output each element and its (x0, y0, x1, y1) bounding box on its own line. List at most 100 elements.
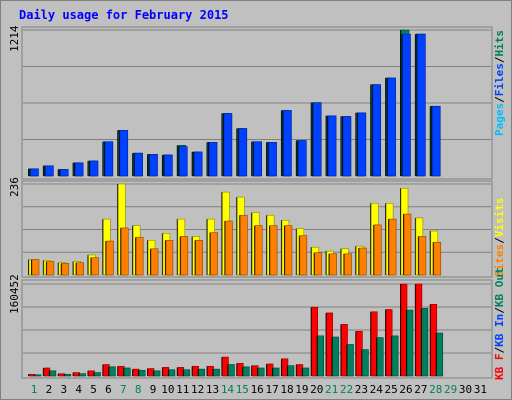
visits-sites-bar (269, 225, 278, 276)
hits-files-bar (312, 102, 322, 177)
x-tick-label: 14 (221, 383, 235, 396)
x-tick-label: 30 (459, 383, 472, 396)
hits-files-bar (357, 112, 367, 177)
kb-kb-out-bar (64, 373, 72, 377)
hits-files-bar (238, 128, 248, 177)
kb-kb-out-bar (257, 367, 265, 377)
x-tick-label: 27 (414, 383, 427, 396)
hits-files-bar (104, 141, 114, 177)
x-tick-label: 3 (60, 383, 67, 396)
x-tick-label: 20 (310, 383, 323, 396)
legend-sep: / (493, 347, 506, 354)
x-tick-label: 2 (46, 383, 53, 396)
hits-legend: Pages/Files/Hits (493, 30, 506, 136)
visits-sites-bar (403, 213, 412, 276)
x-tick-label: 18 (280, 383, 293, 396)
visits-sites-bar (314, 252, 323, 276)
x-tick-label: 23 (355, 383, 368, 396)
kb-kb-out-bar (198, 368, 205, 377)
visits-sites-bar (344, 253, 352, 276)
x-tick-label: 31 (474, 383, 487, 396)
visits-sites-bar (46, 261, 55, 276)
kb-kb-out-bar (332, 336, 339, 377)
legend-kbin: KB In (493, 314, 506, 347)
x-tick-label: 19 (295, 383, 308, 396)
hits-files-bar (59, 169, 69, 177)
x-tick-label: 4 (75, 383, 82, 396)
kb-kb-out-bar (228, 364, 235, 377)
kb-kb-out-bar (302, 367, 310, 377)
x-tick-label: 24 (370, 383, 384, 396)
hits-files-bar (431, 105, 441, 177)
visits-sites-bar (210, 232, 218, 276)
x-tick-label: 17 (265, 383, 278, 396)
visits-sites-bar (91, 257, 99, 276)
hits-files-bar (417, 33, 426, 177)
chart-title: Daily usage for February 2015 (19, 8, 229, 22)
x-tick-label: 28 (429, 383, 442, 396)
hits-files-bar (253, 141, 262, 177)
svg-text:Sites/Visits: Sites/Visits (493, 198, 506, 278)
kb-kb-out-bar (317, 335, 325, 377)
legend-sep: / (493, 237, 506, 244)
visits-sites-bar (61, 263, 70, 276)
x-tick-label: 9 (150, 383, 157, 396)
kb-kb-out-bar (153, 370, 161, 377)
hits-files-bar (283, 110, 292, 177)
visits-sites-bar (225, 220, 233, 276)
visits-sites-bar (284, 225, 293, 276)
visits-sites-bar (254, 225, 263, 276)
x-tick-label: 11 (176, 383, 189, 396)
kb-kb-out-bar (347, 344, 354, 377)
visits-sites-bar (433, 241, 442, 276)
legend-hits: Hits (493, 30, 506, 57)
legend-pages: Pages (493, 103, 506, 136)
visits-sites-bar (195, 239, 203, 276)
x-tick-label: 8 (135, 383, 142, 396)
svg-text:Pages/Files/Hits: Pages/Files/Hits (493, 30, 506, 136)
hits-files-bar (30, 168, 39, 177)
hits-files-bar (89, 160, 99, 177)
kb-kb-out-bar (79, 373, 86, 377)
kbytes-legend: KB F/KB In/KB Out (493, 267, 506, 380)
hits-files-bar (74, 162, 84, 177)
visits-sites-bar (240, 214, 248, 276)
x-tick-label: 22 (340, 383, 353, 396)
kb-kb-out-bar (109, 366, 116, 377)
kb-kb-out-bar (123, 367, 131, 377)
svg-text:KB F/KB In/KB Out: KB F/KB In/KB Out (493, 267, 506, 380)
visits-sites-bar (359, 247, 367, 276)
panel-kbytes-frame (21, 279, 493, 379)
visits-sites-bar (135, 236, 144, 276)
hits-ymax-label: 1214 (8, 25, 21, 52)
visits-sites-bar (329, 253, 337, 276)
visits-sites-bar (150, 248, 159, 276)
kb-kb-out-bar (243, 366, 250, 377)
visits-legend: Sites/Visits (493, 198, 506, 278)
hits-files-bar (45, 165, 54, 177)
visits-sites-bar (180, 236, 189, 276)
hits-files-bar (402, 33, 411, 177)
hits-files-bar (298, 140, 307, 177)
x-tick-label: 29 (444, 383, 457, 396)
kb-kb-out-bar (138, 369, 146, 377)
legend-visits: Visits (493, 198, 506, 238)
legend-sep: / (493, 307, 506, 314)
kb-kb-out-bar (406, 309, 414, 377)
x-tick-label: 16 (251, 383, 264, 396)
legend-sites: Sites (493, 244, 506, 277)
bars (28, 29, 444, 377)
hits-files-bar (342, 116, 352, 177)
kb-kb-out-bar (287, 365, 295, 377)
kbytes-ymax-label: 160452 (8, 274, 21, 314)
hits-files-bar (208, 142, 218, 177)
x-tick-label: 5 (90, 383, 97, 396)
hits-files-bar (268, 142, 277, 177)
legend-sep: / (493, 56, 506, 63)
kb-kb-out-bar (168, 369, 176, 377)
x-tick-label: 1 (31, 383, 38, 396)
kb-kb-out-bar (391, 335, 399, 377)
kb-kb-out-bar (272, 367, 280, 377)
hits-files-bar (119, 129, 129, 177)
